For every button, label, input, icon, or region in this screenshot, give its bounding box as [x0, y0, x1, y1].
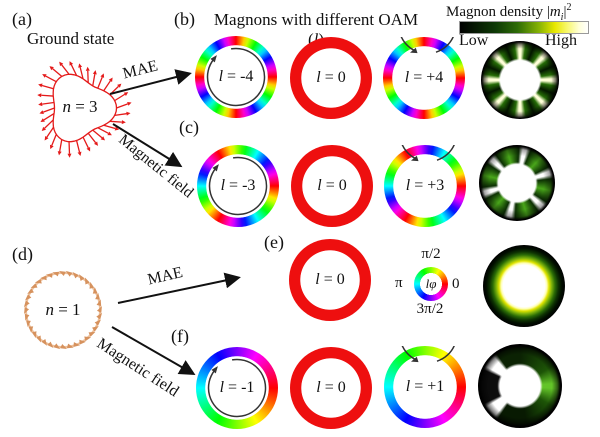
- phase-wheel-right-label: 0: [452, 276, 460, 292]
- oam-ring-l-minus-4: l = -4: [195, 36, 277, 118]
- oam-ring-l-0-row-e: l = 0: [289, 239, 371, 321]
- oam-ring-l-plus-4: l = +4: [383, 37, 465, 119]
- n1-label: n = 1: [45, 300, 81, 319]
- magnetic-field-arrow-top: [112, 123, 183, 168]
- clockwise-rotation-arrow: [207, 358, 267, 418]
- n3-label: n = 3: [62, 97, 98, 116]
- magnon-density-map-l0: [483, 245, 565, 327]
- magnon-density-colorbar: [459, 21, 589, 34]
- phase-wheel-top-label: π/2: [421, 246, 441, 262]
- clockwise-rotation-arrow: [208, 156, 268, 216]
- oam-ring-l-plus-1: l = +1: [384, 346, 466, 428]
- oam-ring-label: l = +3: [405, 177, 445, 194]
- colorbar-high-label: High: [545, 32, 577, 49]
- oam-ring-label: l = -3: [220, 177, 256, 194]
- counterclockwise-rotation-arrow: [401, 145, 455, 162]
- oam-ring-l-0-row-c: l = 0: [291, 145, 373, 227]
- panel-e-tag: (e): [264, 232, 284, 252]
- oam-ring-l-minus-3: l = -3: [197, 145, 279, 227]
- oam-ring-l-plus-3: l = +3: [384, 145, 466, 227]
- phase-wheel-bottom-label: 3π/2: [416, 301, 444, 317]
- counterclockwise-rotation-arrow: [400, 37, 454, 54]
- colorbar-title: Magnon density |mi|2: [446, 2, 572, 23]
- phase-wheel-center-label: lφ: [425, 276, 437, 291]
- panel-c-tag: (c): [179, 117, 199, 137]
- mae-arrow-bottom: [117, 272, 241, 304]
- panel-a-tag: (a): [12, 9, 32, 29]
- ground-state-n3-spin-texture: [37, 61, 132, 158]
- ground-state-label: Ground state: [27, 29, 115, 48]
- phase-color-wheel: lφ: [414, 267, 448, 301]
- oam-ring-l-0-row-f: l = 0: [290, 347, 372, 429]
- oam-ring-label: l = 0: [317, 177, 347, 194]
- magnon-density-map-l1: [478, 344, 562, 428]
- panel-b-tag: (b): [174, 9, 195, 29]
- colorbar-low-label: Low: [459, 32, 489, 49]
- magnon-density-map-l4: [481, 41, 559, 119]
- magnetic-field-arrow-bottom: [111, 326, 196, 375]
- oam-ring-label: l = 0: [316, 69, 346, 86]
- oam-ring-label: l = -1: [219, 379, 255, 396]
- magnon-density-map-l3: [479, 145, 555, 221]
- oam-ring-label: l = -4: [218, 68, 254, 85]
- oam-ring-label: l = 0: [316, 379, 346, 396]
- panel-d-tag: (d): [12, 244, 33, 264]
- clockwise-rotation-arrow: [206, 47, 266, 107]
- oam-ring-l-minus-1: l = -1: [196, 347, 278, 429]
- phase-wheel-left-label: π: [395, 275, 403, 291]
- counterclockwise-rotation-arrow: [401, 346, 455, 363]
- mae-arrow-top: [109, 69, 192, 95]
- oam-ring-label: l = +1: [405, 378, 445, 395]
- panel-f-tag: (f): [171, 326, 189, 346]
- oam-ring-label: l = 0: [315, 271, 345, 288]
- oam-ring-l-0-row-b: l = 0: [290, 37, 372, 119]
- ground-state-n1-spin-texture: [23, 270, 103, 350]
- oam-ring-label: l = +4: [404, 69, 444, 86]
